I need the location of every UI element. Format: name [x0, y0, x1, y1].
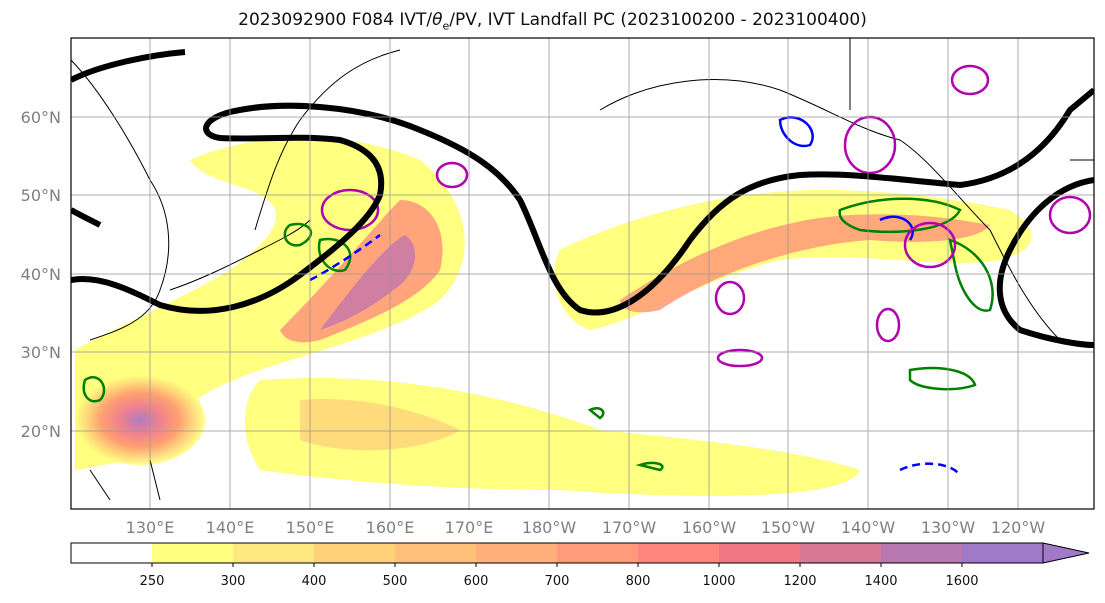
- pv-magenta-contour: [714, 280, 746, 316]
- colorbar-segment: [152, 543, 234, 563]
- lon-label: 160°E: [366, 518, 415, 537]
- lon-label: 130°E: [126, 518, 175, 537]
- ivt-shading: [75, 137, 1032, 496]
- ivt-400-band: [300, 399, 460, 451]
- coast-islands: [89, 459, 161, 501]
- lat-label: 30°N: [21, 343, 61, 362]
- pv-magenta-contour: [320, 188, 380, 232]
- lon-label: 170°W: [602, 518, 657, 537]
- colorbar-segment: [800, 543, 882, 563]
- colorbar-tick-label: 1400: [864, 574, 897, 589]
- colorbar-tick-label: 1600: [945, 574, 978, 589]
- pv-contour-dashed: [899, 462, 961, 476]
- height-contour: [71, 49, 1094, 348]
- theta-e-contour: [82, 376, 106, 403]
- ivt-250-region-subtropics: [245, 378, 860, 496]
- colorbar-segment: [719, 543, 801, 563]
- colorbar-extend-arrow: [1042, 542, 1090, 564]
- ivt-core-enp: [620, 214, 990, 313]
- coast-japan: [169, 219, 311, 291]
- colorbar-segment: [476, 543, 558, 563]
- ivt-max-kuroshio: [320, 235, 416, 330]
- pv-magenta-contour: [1048, 195, 1092, 235]
- colorbar-tick-label: 700: [545, 574, 570, 589]
- pv-magenta-contour: [716, 348, 764, 368]
- pv-magenta-contour: [950, 64, 990, 96]
- lat-label: 50°N: [21, 186, 61, 205]
- height-contour-main: [71, 87, 1094, 316]
- colorbar-tick-label: 400: [302, 574, 327, 589]
- lon-axis: 130°E 140°E 150°E 160°E 170°E 180°W 170°…: [126, 518, 1046, 537]
- theta-e-contour: [908, 366, 977, 391]
- colorbar-tick-label: 300: [221, 574, 246, 589]
- lat-label: 20°N: [21, 422, 61, 441]
- lon-label: 150°W: [761, 518, 816, 537]
- colorbar-tick-label: 250: [140, 574, 165, 589]
- pv-magenta-contour: [435, 161, 469, 189]
- theta-e-contour: [587, 407, 605, 420]
- lon-label: 120°W: [991, 518, 1046, 537]
- lat-axis: 60°N 50°N 40°N 30°N 20°N: [21, 108, 61, 441]
- coast-kamchatka: [254, 49, 401, 231]
- coast-asia: [71, 59, 170, 341]
- lon-label: 180°W: [522, 518, 577, 537]
- height-contour-nw: [71, 49, 186, 83]
- pv-contour: [879, 215, 914, 241]
- lon-label: 170°E: [445, 518, 494, 537]
- borders: [849, 38, 1094, 161]
- chart-title: 2023092900 F084 IVT/θe/PV, IVT Landfall …: [238, 10, 867, 33]
- theta-e-contour: [283, 222, 313, 247]
- pv-magenta-contour: [875, 307, 901, 343]
- colorbar-tick-label: 500: [383, 574, 408, 589]
- colorbar-tick-label: 1200: [783, 574, 816, 589]
- lon-label: 150°E: [286, 518, 335, 537]
- lat-label: 60°N: [21, 108, 61, 127]
- colorbar-segment: [233, 543, 315, 563]
- gridlines: [71, 38, 1094, 509]
- contours: [82, 64, 1092, 476]
- colorbar-tick-label: 1000: [702, 574, 735, 589]
- height-contour-west: [71, 207, 102, 228]
- colorbar-segment: [395, 543, 477, 563]
- colorbar: 250 300 400 500 600 700 800 1000 1200 1400 1600: [70, 542, 1090, 589]
- lon-label: 140°W: [841, 518, 896, 537]
- colorbar-segment: [638, 543, 720, 563]
- colorbar-segment: [557, 543, 639, 563]
- pv-magenta-contour: [903, 221, 957, 269]
- pv-contour: [778, 116, 814, 148]
- pv-contour-dashed: [309, 233, 381, 282]
- lon-label: 160°W: [682, 518, 737, 537]
- map-area: [71, 38, 1094, 509]
- lat-label: 40°N: [21, 265, 61, 284]
- colorbar-segment: [71, 543, 153, 563]
- ivt-core-kuroshio: [280, 200, 443, 343]
- lon-label: 130°W: [921, 518, 976, 537]
- height-contour-east: [996, 177, 1094, 348]
- colorbar-segment: [314, 543, 396, 563]
- colorbar-segment: [881, 543, 963, 563]
- colorbar-segment: [962, 543, 1044, 563]
- colorbar-tick-label: 600: [464, 574, 489, 589]
- lon-label: 140°E: [206, 518, 255, 537]
- theta-e-contour: [948, 238, 994, 312]
- ivt-max-typhoon: [75, 375, 205, 465]
- map-frame: [70, 37, 1095, 510]
- theta-e-contour: [635, 461, 664, 472]
- colorbar-tick-label: 800: [626, 574, 651, 589]
